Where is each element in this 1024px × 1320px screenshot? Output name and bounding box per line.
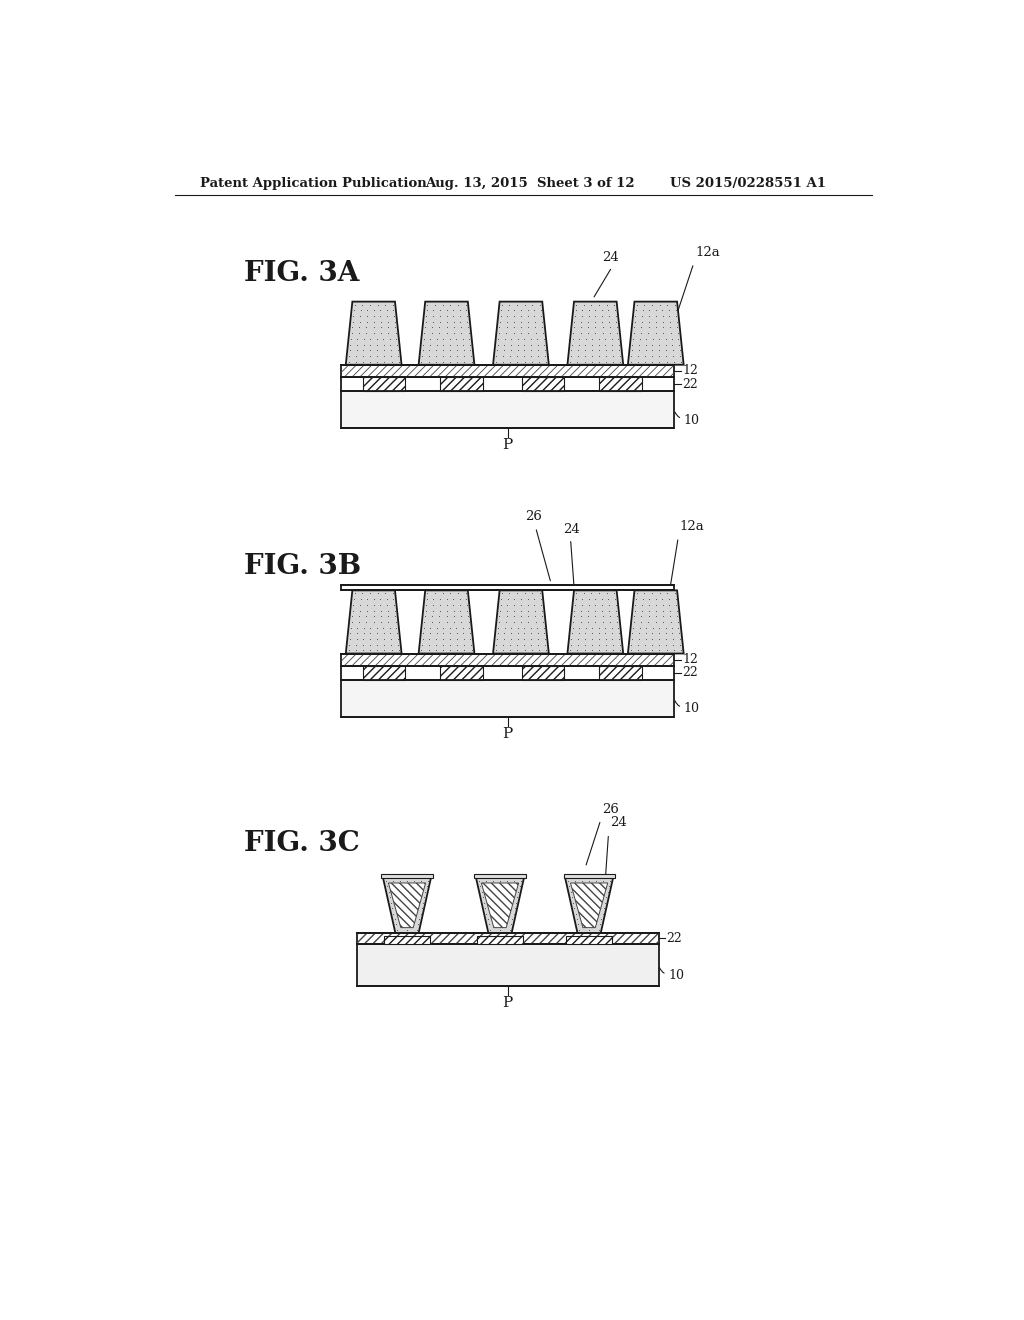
Bar	[341, 653, 675, 665]
Polygon shape	[628, 590, 684, 653]
Bar	[356, 933, 658, 944]
Polygon shape	[567, 302, 624, 364]
Polygon shape	[493, 590, 549, 653]
Bar	[474, 874, 525, 878]
Bar	[440, 378, 483, 391]
Bar	[521, 665, 564, 680]
Bar	[362, 378, 406, 391]
Text: 22: 22	[682, 667, 698, 680]
Bar	[341, 665, 675, 680]
Text: 10: 10	[684, 702, 699, 715]
Bar	[563, 874, 614, 878]
Polygon shape	[419, 302, 474, 364]
Text: 26: 26	[525, 511, 543, 524]
Text: 12: 12	[682, 364, 698, 378]
Text: 10: 10	[669, 969, 684, 982]
Text: 26: 26	[602, 803, 620, 816]
Bar	[362, 665, 406, 680]
Text: 24: 24	[602, 251, 618, 264]
Polygon shape	[383, 878, 431, 933]
Bar	[477, 936, 523, 944]
Polygon shape	[493, 302, 549, 364]
Bar	[521, 378, 564, 391]
Bar	[440, 665, 483, 680]
Bar	[341, 378, 675, 391]
Polygon shape	[346, 590, 401, 653]
Text: Aug. 13, 2015  Sheet 3 of 12: Aug. 13, 2015 Sheet 3 of 12	[425, 177, 635, 190]
Bar	[341, 680, 675, 717]
Bar	[566, 936, 612, 944]
Bar	[384, 936, 430, 944]
Polygon shape	[567, 590, 624, 653]
Polygon shape	[388, 883, 426, 928]
Text: 22: 22	[667, 932, 682, 945]
Bar	[341, 585, 675, 590]
Text: 12a: 12a	[695, 247, 720, 259]
Bar	[341, 391, 675, 428]
Polygon shape	[346, 302, 401, 364]
Text: 10: 10	[684, 413, 699, 426]
Bar	[356, 933, 658, 944]
Text: P: P	[503, 726, 513, 741]
Polygon shape	[565, 878, 613, 933]
Text: 12: 12	[682, 653, 698, 667]
Text: 12a: 12a	[680, 520, 705, 533]
Text: FIG. 3A: FIG. 3A	[245, 260, 359, 288]
Bar	[599, 378, 642, 391]
Polygon shape	[628, 302, 684, 364]
Text: P: P	[503, 997, 513, 1010]
Polygon shape	[419, 590, 474, 653]
Bar	[341, 364, 675, 378]
Text: Patent Application Publication: Patent Application Publication	[200, 177, 427, 190]
Text: 24: 24	[610, 816, 627, 829]
Text: P: P	[503, 438, 513, 451]
Bar	[381, 874, 432, 878]
Bar	[599, 665, 642, 680]
Text: FIG. 3B: FIG. 3B	[245, 553, 361, 579]
Polygon shape	[476, 878, 524, 933]
Polygon shape	[570, 883, 607, 928]
Text: 22: 22	[682, 378, 698, 391]
Text: US 2015/0228551 A1: US 2015/0228551 A1	[671, 177, 826, 190]
Text: FIG. 3C: FIG. 3C	[245, 830, 360, 857]
Text: 24: 24	[563, 523, 580, 536]
Bar	[356, 944, 658, 986]
Polygon shape	[481, 883, 518, 928]
